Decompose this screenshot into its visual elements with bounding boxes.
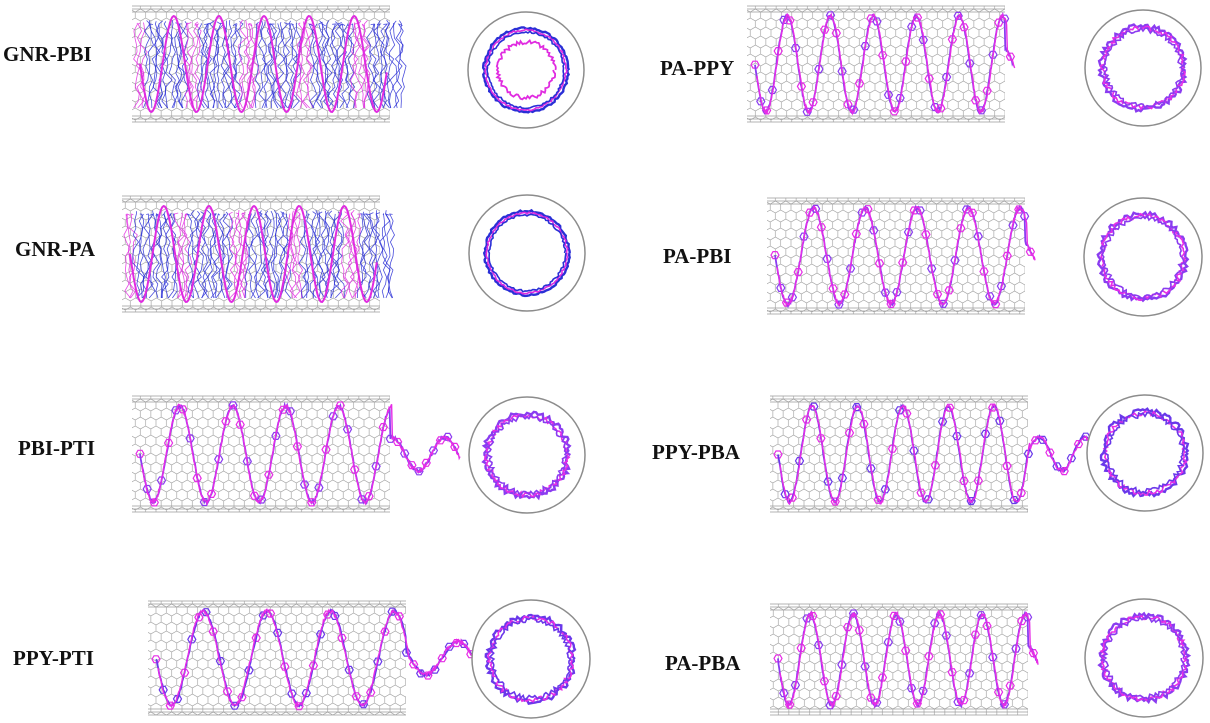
nanotube-side-view-gnr-pbi	[132, 5, 407, 123]
polymer-chain	[135, 401, 461, 507]
nanotube-cross-section-pa-ppy	[1084, 9, 1202, 127]
wrapped-polymer-ring	[481, 26, 571, 114]
nanotube-cross-section-gnr-pbi	[467, 11, 585, 129]
nanotube-cross-section-pa-pba	[1084, 598, 1204, 718]
nanotube-cross-section-pbi-pti	[468, 396, 586, 514]
wrapped-polymer-ring	[481, 410, 572, 501]
wrapped-polymer-ring	[1097, 611, 1192, 705]
polymer-chain	[750, 11, 1016, 116]
nanotube-side-view-pa-pba	[770, 603, 1039, 716]
panel-label-pa-pba: PA-PBA	[665, 651, 741, 675]
nanotube-side-view-pbi-pti	[132, 395, 461, 513]
panel-label-ppy-pti: PPY-PTI	[13, 646, 94, 670]
polymer-chain	[151, 607, 477, 711]
nanotube-cross-section-pa-pbi	[1083, 197, 1203, 317]
wrapped-polymer-ring	[1097, 23, 1188, 113]
panel-label-gnr-pa: GNR-PA	[15, 237, 96, 261]
nanotube-cross-section-ppy-pba	[1086, 394, 1204, 512]
wrapped-polymer-ring	[484, 613, 577, 705]
panel-label-gnr-pbi: GNR-PBI	[3, 42, 92, 66]
panel-label-pa-ppy: PA-PPY	[660, 56, 735, 80]
panel-label-ppy-pba: PPY-PBA	[652, 440, 740, 464]
panel-label-pbi-pti: PBI-PTI	[18, 436, 96, 460]
nanotube-side-view-pa-ppy	[747, 5, 1016, 123]
nanotube-side-view-ppy-pba	[770, 395, 1099, 513]
nanotube-cross-section-ppy-pti	[471, 599, 591, 719]
nanotube-side-view-ppy-pti	[148, 600, 477, 716]
polymer-chain	[133, 14, 407, 114]
carbon-nanotube-lattice	[770, 395, 1028, 513]
nanotube-side-view-pa-pbi	[767, 197, 1036, 315]
polymer-chain	[773, 609, 1039, 710]
wrapped-polymer-ring	[1096, 210, 1190, 303]
nanotube-cross-section-gnr-pa	[468, 194, 586, 312]
carbon-nanotube-lattice	[148, 600, 406, 716]
panel-label-pa-pbi: PA-PBI	[663, 244, 732, 268]
wrapped-polymer-ring	[482, 208, 571, 298]
polymer-chain	[123, 204, 395, 304]
polymer-chain	[770, 204, 1036, 309]
nanotube-side-view-gnr-pa	[122, 195, 395, 313]
wrapped-polymer-ring	[1099, 407, 1190, 498]
